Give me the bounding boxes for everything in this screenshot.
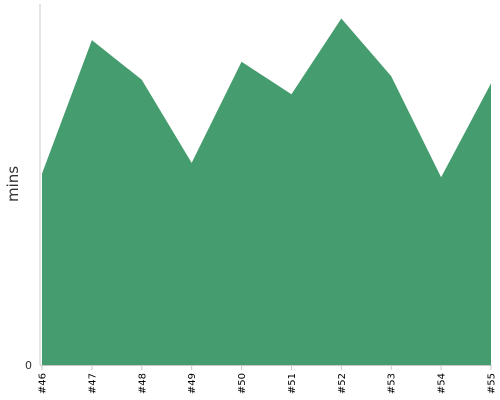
x-tick-label-6: #52 [337,373,348,394]
x-tick-label-1: #47 [87,373,98,394]
x-tick-label-3: #49 [187,373,198,394]
x-tick-label-0: #46 [38,373,49,394]
axes [39,4,492,366]
area-series [42,18,491,365]
x-tick-label-5: #51 [287,373,298,394]
plot-area [42,18,491,365]
x-tick-label-2: #48 [137,373,148,394]
x-tick-label-4: #50 [237,373,248,394]
y-axis-label: mins [4,166,22,202]
x-tick-label-9: #55 [487,373,498,394]
y-tick-label-0: 0 [25,359,32,372]
x-tick-label-7: #53 [387,373,398,394]
x-axis-ticks: #46 #47 #48 #49 #50 #51 #52 #53 #54 #55 [38,365,498,394]
x-tick-label-8: #54 [437,373,448,394]
